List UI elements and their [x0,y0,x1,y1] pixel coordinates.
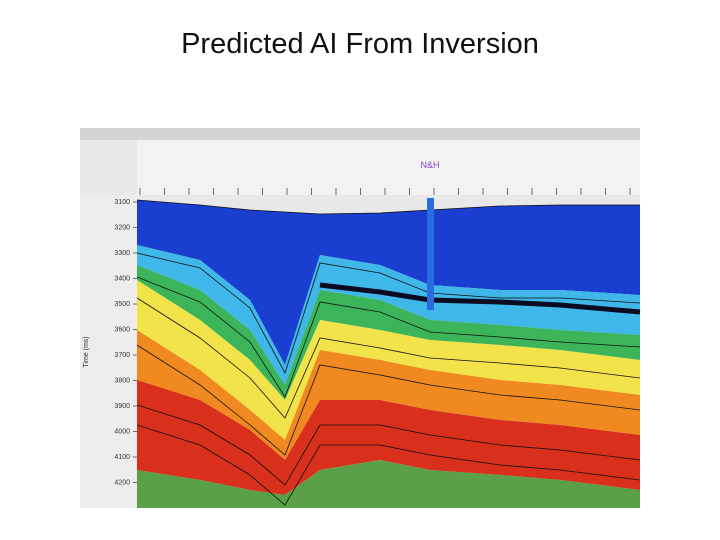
well-track [427,198,434,310]
horizon-line [136,276,641,398]
time-tick-label: 4100 [114,454,130,461]
well-label: N&H [420,160,439,170]
horizon-line [136,424,641,506]
time-axis-panel [80,195,137,508]
layer [137,245,640,385]
trace-header [137,140,640,195]
time-tick-label: 3600 [114,327,130,334]
slide-title: Predicted AI From Inversion [181,28,539,60]
horizon-line [136,404,641,486]
time-tick-label: 3300 [114,250,130,257]
layer [137,200,640,365]
seismic-layers [136,199,641,508]
horizon-line [136,199,640,215]
horizon-line [136,344,641,456]
time-tick-label: 3100 [114,199,130,206]
trace-ticks [139,188,631,195]
time-tick-label: 3200 [114,225,130,232]
time-tick-label: 3400 [114,276,130,283]
dark-band [319,282,641,315]
layer [137,280,640,440]
axis-label: Time (ms) [83,336,90,367]
horizon-line [136,252,641,375]
time-tick-label: 3500 [114,301,130,308]
time-tick-label: 3800 [114,378,130,385]
time-tick-label: 4200 [114,480,130,487]
time-tick-label: 3700 [114,352,130,359]
layer [137,460,640,508]
time-tick-label: 4000 [114,429,130,436]
viewer-caption-bar [80,128,640,140]
layer [137,330,640,460]
time-tick-label: 3900 [114,403,130,410]
layer [137,265,640,400]
horizon-line [136,297,641,419]
